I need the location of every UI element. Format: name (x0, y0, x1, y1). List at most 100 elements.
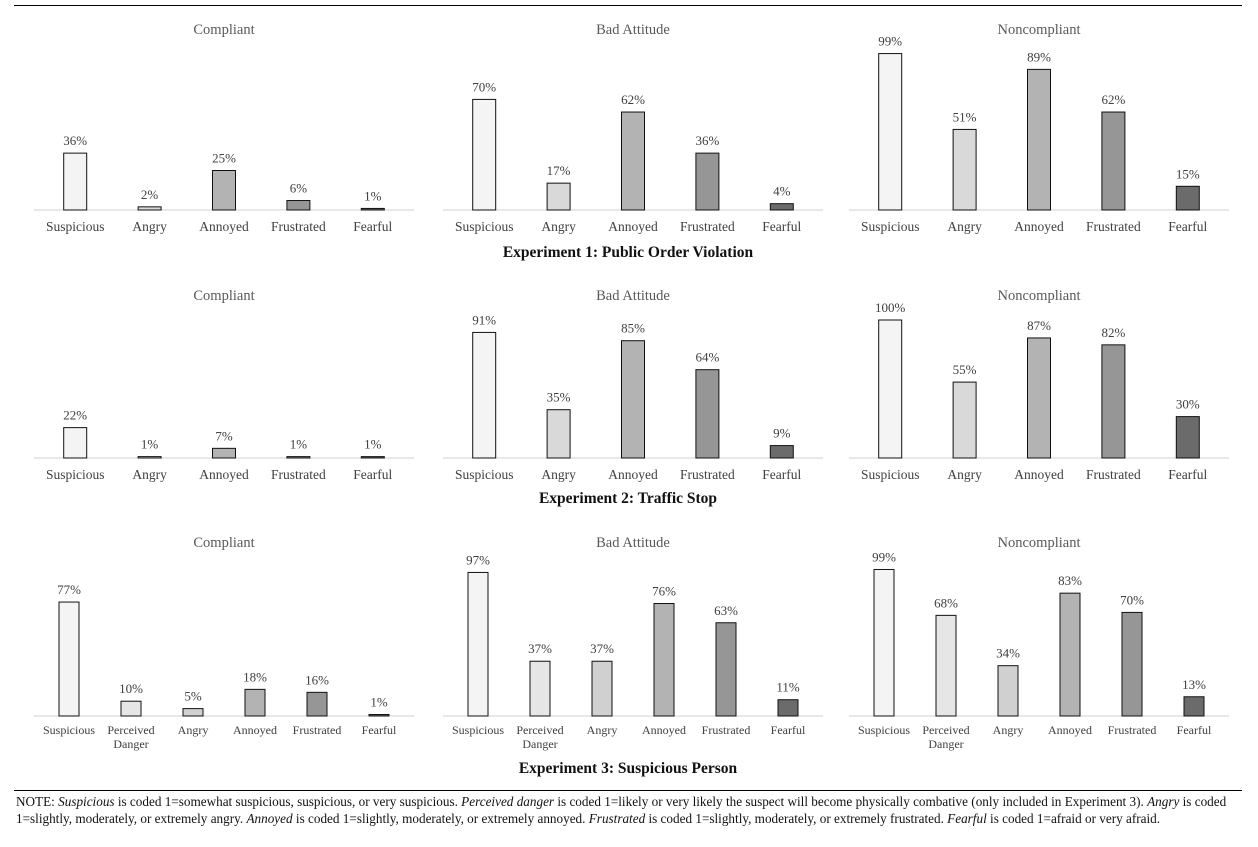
value-label: 100% (875, 300, 906, 315)
category-label: Annoyed (608, 219, 658, 234)
category-label: Danger (113, 737, 148, 751)
bar (878, 319, 903, 459)
bar (769, 203, 794, 211)
bar (1027, 337, 1051, 459)
value-label: 1% (370, 695, 388, 710)
category-label: Frustrated (293, 723, 342, 737)
bar (952, 381, 977, 459)
category-label: Annoyed (642, 723, 686, 737)
bar (286, 456, 311, 459)
experiment-label: Experiment 3: Suspicious Person (519, 760, 738, 777)
category-label: Frustrated (1086, 219, 1141, 234)
panel-title: Compliant (193, 535, 254, 551)
category-label: Frustrated (680, 467, 735, 482)
bar (212, 447, 236, 459)
category-label: Frustrated (1086, 467, 1141, 482)
bar (286, 200, 311, 211)
category-label: Fearful (762, 219, 801, 234)
category-label: Frustrated (1108, 723, 1157, 737)
category-label: Annoyed (233, 723, 277, 737)
note-term-angry: Angry (1147, 794, 1180, 809)
category-label: Fearful (353, 467, 392, 482)
value-label: 15% (1176, 166, 1200, 181)
bar (1183, 696, 1205, 717)
bar (1175, 416, 1200, 459)
bar (137, 206, 162, 211)
bar (182, 708, 204, 717)
value-label: 2% (141, 187, 159, 202)
value-label: 36% (63, 133, 87, 148)
note-prefix: NOTE: (16, 794, 59, 809)
value-label: 10% (119, 681, 143, 696)
category-label: Suspicious (861, 219, 920, 234)
category-label: Suspicious (455, 219, 514, 234)
category-label: Angry (541, 219, 576, 234)
value-label: 11% (776, 680, 800, 695)
bar (306, 691, 328, 717)
category-label: Angry (947, 219, 982, 234)
category-label: Fearful (1168, 219, 1207, 234)
value-label: 22% (63, 408, 87, 423)
bar (360, 456, 385, 459)
value-label: 77% (57, 582, 81, 597)
category-label: Angry (587, 723, 618, 737)
category-label: Fearful (353, 219, 392, 234)
category-label: Suspicious (43, 723, 95, 737)
bar (472, 98, 497, 211)
value-label: 70% (1120, 592, 1144, 607)
category-label: Annoyed (199, 467, 249, 482)
value-label: 36% (695, 133, 719, 148)
value-label: 68% (934, 595, 958, 610)
bar (878, 53, 903, 211)
category-label: Suspicious (46, 219, 105, 234)
bar (63, 427, 88, 459)
value-label: 1% (290, 437, 308, 452)
bar (137, 456, 162, 459)
value-label: 18% (243, 669, 267, 684)
value-label: 83% (1058, 573, 1082, 588)
category-label: Frustrated (271, 219, 326, 234)
value-label: 63% (714, 603, 738, 618)
value-label: 87% (1027, 318, 1051, 333)
value-label: 16% (305, 672, 329, 687)
category-label: Perceived (516, 723, 563, 737)
figure-note: NOTE: Suspicious is coded 1=somewhat sus… (16, 793, 1240, 827)
value-label: 70% (472, 79, 496, 94)
category-label: Angry (541, 467, 576, 482)
bar (1059, 592, 1081, 717)
category-label: Danger (522, 737, 557, 751)
bar (467, 571, 489, 717)
category-label: Fearful (1177, 723, 1212, 737)
category-label: Angry (178, 723, 209, 737)
panel-title: Compliant (193, 22, 254, 38)
bar (715, 622, 737, 717)
bar (546, 409, 571, 459)
value-label: 7% (215, 428, 233, 443)
bar (1101, 344, 1126, 459)
bar (1121, 611, 1143, 717)
bar (120, 700, 142, 717)
value-label: 1% (364, 188, 382, 203)
note-term-danger: Perceived danger (461, 794, 555, 809)
experiment-label: Experiment 2: Traffic Stop (539, 490, 717, 507)
value-label: 30% (1176, 397, 1200, 412)
bar (952, 128, 977, 211)
bar (529, 660, 551, 717)
category-label: Perceived (922, 723, 969, 737)
bar (997, 665, 1019, 717)
experiment-label: Experiment 1: Public Order Violation (503, 244, 754, 261)
value-label: 13% (1182, 677, 1206, 692)
value-label: 34% (996, 646, 1020, 661)
value-label: 99% (872, 549, 896, 564)
panel-title: Bad Attitude (596, 288, 670, 304)
bar (63, 152, 88, 211)
value-label: 55% (953, 362, 977, 377)
bar (472, 331, 497, 459)
category-label: Fearful (762, 467, 801, 482)
category-label: Angry (993, 723, 1024, 737)
note-top-rule (14, 790, 1242, 791)
category-label: Suspicious (858, 723, 910, 737)
bar (591, 660, 613, 717)
bar (621, 340, 645, 459)
bar (212, 170, 236, 211)
